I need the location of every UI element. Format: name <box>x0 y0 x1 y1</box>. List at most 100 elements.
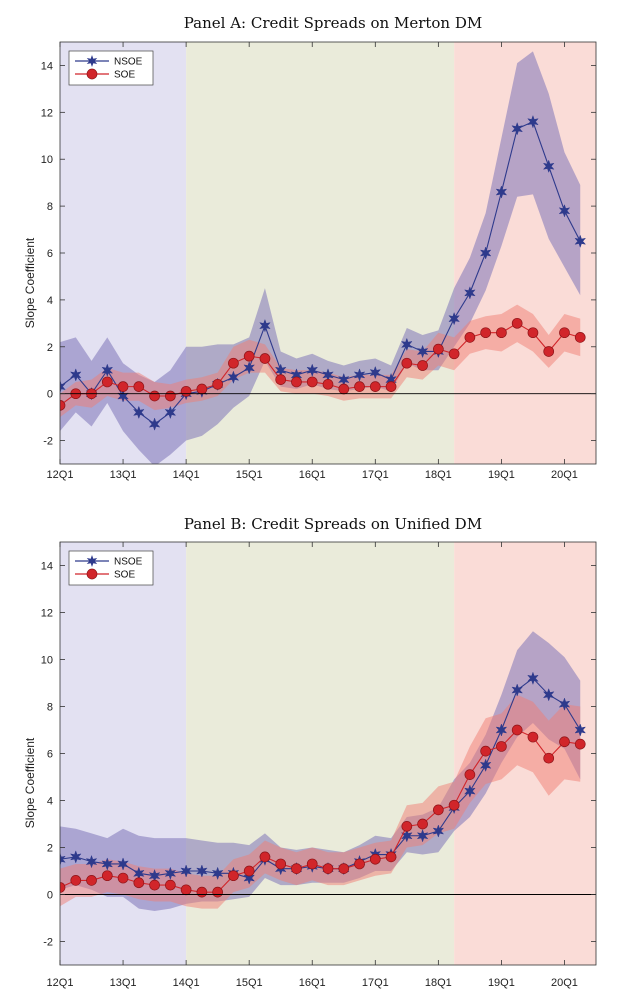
panel-b-legend-label-soe: SOE <box>114 570 135 581</box>
panel-a-soe-point <box>212 378 223 390</box>
panel-b-x-tick-label: 14Q1 <box>173 977 200 989</box>
panel-b-soe-point <box>354 858 365 870</box>
panel-a-legend-label-nsoe: NSOE <box>114 57 143 68</box>
panel-b-soe-point <box>212 886 223 898</box>
panel-a-soe-point <box>448 348 460 360</box>
panel-a-legend-star-icon <box>86 55 98 67</box>
panel-a-legend-label-soe: SOE <box>114 70 135 81</box>
panel-b-title: Panel B: Credit Spreads on Unified DM <box>184 515 482 533</box>
panel-a-x-tick-label: 14Q1 <box>173 469 200 481</box>
panel-a-y-tick-label: 0 <box>47 389 53 401</box>
panel-b-x-tick-label: 13Q1 <box>110 977 137 989</box>
panel-a-nsoe-point <box>369 365 382 380</box>
panel-b-soe-point <box>101 870 113 882</box>
panel-a-soe-point <box>559 327 570 339</box>
panel-b-soe-point <box>559 736 570 748</box>
panel-b-nsoe-point <box>558 697 571 711</box>
panel-b-y-tick-label: 12 <box>41 608 53 620</box>
panel-a-soe-point <box>149 390 160 402</box>
panel-b-x-tick-label: 16Q1 <box>299 977 326 989</box>
panel-a-y-tick-label: 8 <box>47 201 53 213</box>
panel-a-soe-point <box>291 376 302 388</box>
panel-a-soe-point <box>433 343 444 355</box>
panel-a-nsoe-point <box>495 185 508 199</box>
panel-a-soe-point <box>369 381 381 392</box>
panel-b-soe-point <box>417 818 428 830</box>
panel-b-nsoe-point <box>464 784 476 798</box>
panel-a-y-tick-label: 14 <box>41 60 53 72</box>
panel-a-x-tick-label: 18Q1 <box>425 469 452 481</box>
panel-a-soe-point <box>228 357 239 369</box>
panel-a-legend-circle-icon <box>86 68 98 80</box>
panel-b-nsoe-point <box>196 864 208 878</box>
panel-b-nsoe-point <box>432 824 445 838</box>
panel-a-nsoe-point <box>400 337 413 352</box>
panel-b-soe-point <box>149 879 160 891</box>
panel-b-soe-point <box>496 741 507 752</box>
panel-b-soe-point <box>70 875 82 886</box>
panel-b-soe-point <box>338 863 350 875</box>
panel-a-soe-point <box>165 390 176 402</box>
panel-b-nsoe-point <box>542 687 555 702</box>
panel-a-soe-point <box>574 332 586 343</box>
panel-a-y-tick-label: -2 <box>43 436 53 448</box>
panel-b-nsoe-point <box>101 857 114 871</box>
panel-b-soe-point <box>433 804 444 816</box>
panel-b-nsoe-point <box>180 864 192 878</box>
panel-a-nsoe-point <box>558 204 571 218</box>
panel-b-nsoe-point <box>117 857 129 871</box>
panel-a-nsoe-line <box>60 120 581 425</box>
panel-b-nsoe-point <box>85 854 98 869</box>
panel-b-soe-point <box>543 752 555 764</box>
panel-b-y-tick-label: 14 <box>41 561 53 573</box>
panel-b-nsoe-point <box>479 758 492 773</box>
panel-a-soe-point <box>306 376 318 388</box>
panel-b-soe-line <box>60 729 581 893</box>
panel-b-regime-2-background <box>186 542 455 965</box>
panel-b-soe-point <box>259 851 271 863</box>
panel-a-y-tick-label: 2 <box>47 342 53 354</box>
panel-b-y-tick-label: 10 <box>41 655 53 667</box>
panel-a-soe-point <box>464 332 476 343</box>
panel-a-nsoe-point <box>227 370 240 385</box>
panel-a-soe-point <box>101 376 113 388</box>
panel-a-soe-point <box>527 327 539 339</box>
panel-a-x-tick-label: 20Q1 <box>551 469 578 481</box>
panel-b-nsoe-point <box>495 723 508 737</box>
panel-a-nsoe-point <box>527 114 539 129</box>
panel-a-nsoe-point <box>448 311 460 326</box>
panel-b-soe-point <box>464 769 476 781</box>
panel-a-nsoe-point <box>259 318 271 333</box>
panel-b-soe-point <box>180 884 192 896</box>
panel-b-nsoe-point <box>574 723 587 737</box>
panel-b-x-tick-label: 19Q1 <box>488 977 515 989</box>
panel-a-y-tick-label: 12 <box>41 107 53 119</box>
panel-b-nsoe-confidence-band <box>60 631 581 911</box>
panel-a-nsoe-point <box>306 363 319 377</box>
panel-b-legend-circle-icon <box>86 568 98 580</box>
panel-b-nsoe-point <box>164 866 177 881</box>
panel-a-x-tick-label: 12Q1 <box>47 469 74 481</box>
panel-b-x-tick-label: 12Q1 <box>47 977 74 989</box>
panel-b-y-tick-label: 4 <box>47 796 53 808</box>
panel-b-soe-point <box>165 879 176 891</box>
panel-a-x-tick-label: 13Q1 <box>110 469 137 481</box>
panel-a-y-tick-label: 10 <box>41 154 53 166</box>
panel-b-nsoe-point <box>69 850 82 864</box>
panel-a-soe-point <box>243 350 255 362</box>
panel-b-y-tick-label: 2 <box>47 843 53 855</box>
panel-b-legend-box <box>68 550 154 586</box>
panel-b-soe-point <box>228 870 239 882</box>
panel-a-nsoe-point <box>101 363 114 377</box>
panel-b-legend: NSOE SOE <box>68 550 154 586</box>
panel-a-plot-area: -2 0 2 4 6 8 10 12 14 12Q1 13Q1 14Q1 15Q1 16Q1 17Q1 18Q… <box>41 41 597 481</box>
panel-a-legend-box <box>68 50 154 86</box>
panel-b-soe-point <box>385 851 397 863</box>
panel-a-nsoe-point <box>511 121 524 136</box>
panel-a-soe-point <box>543 346 555 357</box>
panel-b-nsoe-point <box>60 852 66 867</box>
panel-b-soe-point <box>574 738 586 750</box>
panel-a-nsoe-point <box>164 405 177 420</box>
panel-b-soe-point <box>196 886 208 898</box>
